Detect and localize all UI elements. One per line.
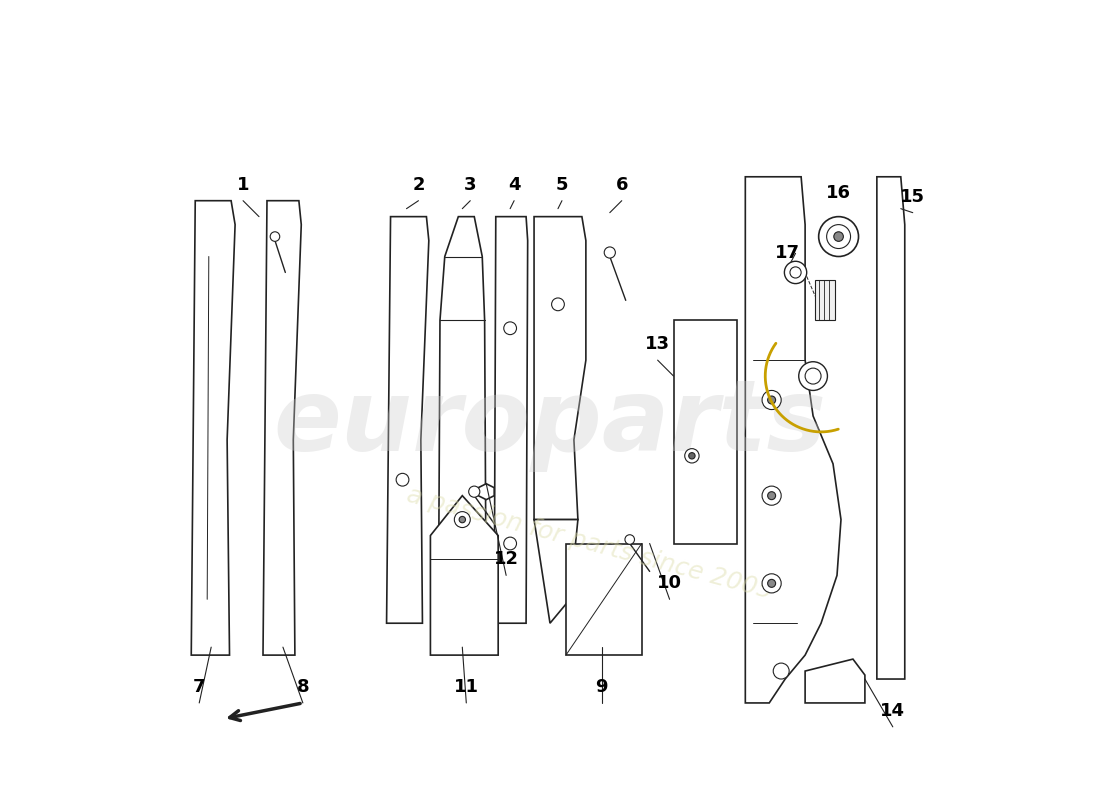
Circle shape (762, 390, 781, 410)
Circle shape (396, 474, 409, 486)
Text: 2: 2 (412, 176, 425, 194)
Polygon shape (386, 217, 429, 623)
Text: 17: 17 (776, 243, 800, 262)
Circle shape (625, 534, 635, 544)
Circle shape (504, 537, 517, 550)
Polygon shape (565, 543, 641, 655)
Circle shape (604, 247, 615, 258)
Circle shape (762, 574, 781, 593)
Text: 7: 7 (192, 678, 206, 696)
Polygon shape (430, 496, 498, 655)
Text: 3: 3 (464, 176, 476, 194)
Polygon shape (815, 281, 835, 320)
Circle shape (784, 262, 806, 284)
Polygon shape (535, 217, 586, 519)
Circle shape (469, 486, 480, 498)
Text: 11: 11 (454, 678, 478, 696)
Circle shape (454, 512, 471, 527)
Text: europarts: europarts (274, 375, 826, 473)
Circle shape (768, 396, 776, 404)
Polygon shape (494, 217, 528, 623)
Circle shape (799, 362, 827, 390)
Circle shape (551, 298, 564, 310)
Polygon shape (877, 177, 905, 679)
Polygon shape (673, 320, 737, 543)
Circle shape (459, 516, 465, 522)
Text: 16: 16 (826, 184, 851, 202)
Text: 13: 13 (645, 335, 670, 353)
Text: 9: 9 (595, 678, 608, 696)
Polygon shape (439, 217, 486, 623)
Text: a passion for parts since 2005: a passion for parts since 2005 (405, 483, 776, 604)
Circle shape (773, 663, 789, 679)
Circle shape (818, 217, 858, 257)
Polygon shape (478, 484, 494, 500)
Circle shape (768, 579, 776, 587)
Circle shape (684, 449, 700, 463)
Text: 1: 1 (236, 176, 250, 194)
Text: 6: 6 (616, 176, 628, 194)
Circle shape (762, 486, 781, 506)
Circle shape (834, 232, 844, 242)
Circle shape (504, 322, 517, 334)
Polygon shape (263, 201, 301, 655)
Polygon shape (805, 659, 865, 703)
Text: 12: 12 (494, 550, 519, 569)
Polygon shape (746, 177, 842, 703)
Circle shape (790, 267, 801, 278)
Circle shape (805, 368, 821, 384)
Text: 5: 5 (556, 176, 569, 194)
Text: 14: 14 (880, 702, 905, 720)
Circle shape (689, 453, 695, 459)
Text: 4: 4 (508, 176, 520, 194)
Text: 8: 8 (297, 678, 309, 696)
Polygon shape (191, 201, 235, 655)
Circle shape (768, 492, 776, 500)
Circle shape (271, 232, 279, 242)
Polygon shape (535, 519, 578, 623)
Text: 10: 10 (657, 574, 682, 592)
Circle shape (826, 225, 850, 249)
Text: 15: 15 (900, 188, 925, 206)
